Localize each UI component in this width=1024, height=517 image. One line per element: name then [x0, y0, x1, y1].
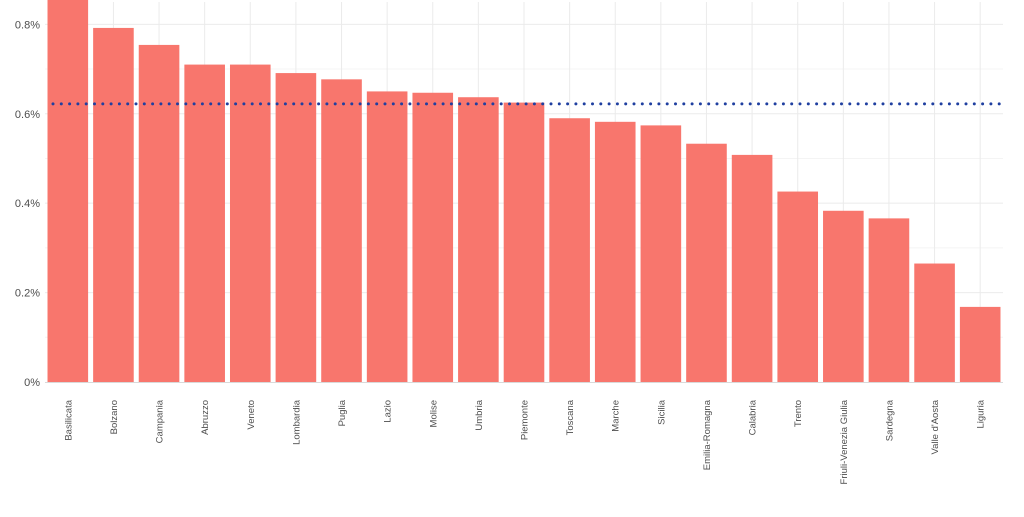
bar-marche [594, 121, 636, 382]
y-tick-label: 0.2% [15, 288, 40, 300]
y-axis-ticks: 0% 0.2% 0.4% 0.6% 0.8% [15, 19, 40, 389]
y-tick-label: 0.6% [15, 109, 40, 121]
bar-abruzzo [184, 64, 225, 383]
bar-toscana [549, 118, 590, 382]
x-tick-label: Marche [611, 400, 622, 432]
x-tick-label: Abruzzo [200, 400, 211, 435]
x-tick-label: Bolzano [109, 400, 120, 434]
x-tick-label: Calabria [748, 399, 759, 435]
x-tick-label: Trento [793, 400, 804, 427]
x-tick-label: Toscana [565, 399, 576, 435]
y-tick-label: 0.4% [15, 198, 40, 210]
x-tick-label: Umbria [474, 399, 485, 430]
bar-veneto [229, 64, 271, 383]
bar-friuli-venezia-giulia [823, 210, 864, 382]
bar-emilia-romagna [686, 143, 727, 382]
bar-lombardia [275, 73, 317, 383]
bar-trento [777, 191, 819, 382]
x-tick-label: Basilicata [63, 399, 74, 440]
bar-molise [412, 92, 454, 383]
x-tick-label: Campania [155, 399, 166, 443]
x-tick-label: Molise [428, 400, 439, 427]
x-axis-ticks: Basilicata Bolzano Campania Abruzzo Veneto Lo… [63, 399, 986, 484]
x-tick-label: Lazio [383, 400, 394, 423]
bar-puglia [321, 79, 362, 382]
bars [47, 0, 1001, 383]
x-tick-label: Lombardia [291, 399, 302, 445]
x-tick-label: Friuli-Venezia Giulia [839, 399, 850, 484]
bar-bolzano [93, 27, 134, 382]
bar-calabria [731, 154, 773, 382]
bar-sardegna [868, 218, 910, 382]
x-tick-label: Liguria [976, 399, 987, 428]
bar-lazio [366, 91, 408, 382]
bar-valle-d-aosta [914, 263, 955, 382]
bar-sicilia [640, 125, 682, 382]
x-tick-label: Emilia-Romagna [702, 399, 713, 470]
y-tick-label: 0.8% [15, 19, 40, 31]
x-tick-label: Puglia [337, 399, 348, 426]
x-tick-label: Veneto [246, 400, 257, 430]
bar-campania [138, 44, 180, 382]
x-tick-label: Valle d'Aosta [930, 399, 941, 454]
bar-liguria [959, 306, 1001, 382]
x-tick-label: Sicilia [656, 399, 667, 425]
bar-piemonte [503, 102, 545, 383]
x-tick-label: Piemonte [520, 400, 531, 440]
bar-basilicata [47, 0, 89, 382]
bar-umbria [458, 97, 499, 383]
y-tick-label: 0% [24, 377, 40, 389]
x-tick-label: Sardegna [884, 399, 895, 441]
